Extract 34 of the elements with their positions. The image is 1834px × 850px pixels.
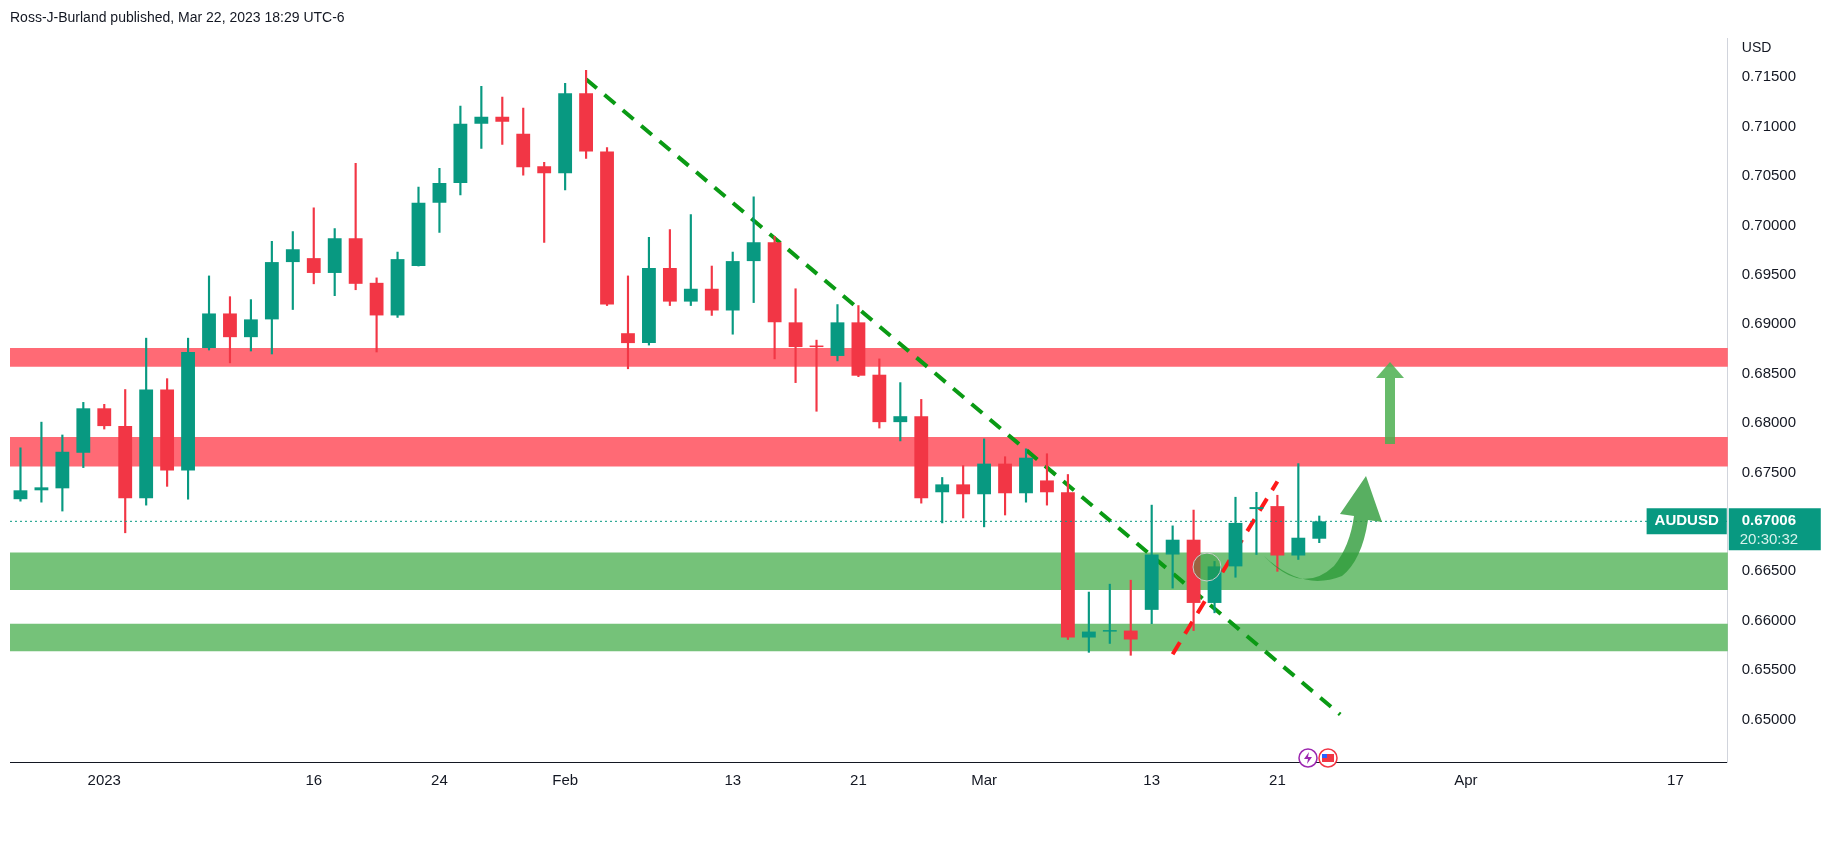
y-tick-label: 0.67500 (1741, 462, 1797, 480)
x-tick-label: 13 (724, 771, 742, 789)
y-tick-label: 0.71500 (1741, 67, 1797, 85)
candlestick (1102, 583, 1117, 644)
y-tick-label: 0.68000 (1741, 413, 1797, 431)
x-tick-label: 2023 (87, 771, 121, 789)
x-tick-label: 16 (305, 771, 323, 789)
candlestick (13, 447, 28, 502)
x-tick-label: 13 (1143, 771, 1161, 789)
candlestick (34, 421, 49, 503)
ref-line-label: 0.67006 (1741, 511, 1797, 529)
x-tick-label: 17 (1667, 771, 1684, 789)
y-tick-label: 0.66500 (1741, 561, 1797, 579)
candlestick (788, 288, 803, 383)
y-tick-label: 0.66000 (1741, 610, 1797, 628)
y-tick-label: 0.69000 (1741, 314, 1797, 332)
x-tick-label: Mar (971, 771, 998, 789)
x-tick-label: 24 (431, 771, 448, 789)
y-tick-label: 0.68500 (1741, 363, 1797, 381)
y-tick-label: 0.65500 (1741, 660, 1797, 678)
text: AUDUSD (1654, 511, 1719, 529)
x-tick-label: 21 (1269, 771, 1286, 789)
x-tick-label: Feb (552, 771, 579, 789)
y-tick-label: 0.70000 (1741, 215, 1797, 233)
x-tick-label: Apr (1454, 771, 1478, 789)
chart-title: Ross-J-Burland published, Mar 22, 2023 18:29 UTC-6 (10, 9, 345, 26)
text: 20:30:32 (1739, 530, 1799, 548)
y-tick-label: 0.69500 (1741, 265, 1797, 283)
x-tick-label: 21 (850, 771, 867, 789)
y-tick-label: 0.71000 (1741, 116, 1797, 134)
candlestick (432, 167, 447, 233)
y-tick-label: 0.65000 (1741, 709, 1797, 727)
y-axis-title: USD (1741, 38, 1772, 55)
y-tick-label: 0.70500 (1741, 166, 1797, 184)
